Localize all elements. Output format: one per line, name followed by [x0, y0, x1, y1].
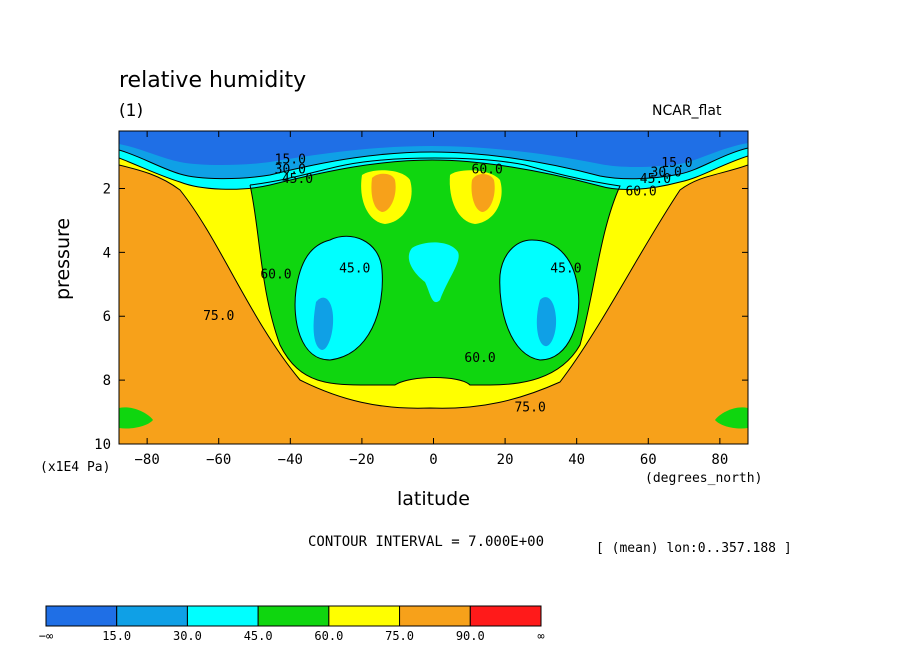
x-tick-label: 0 — [429, 452, 437, 468]
contour-line-60-strat — [119, 147, 748, 180]
colorbar-swatch — [116, 605, 188, 627]
contour-interval: CONTOUR INTERVAL = 7.000E+00 — [308, 534, 545, 550]
colorbar-label: 60.0 — [314, 629, 343, 643]
contour-label: 15.0 — [661, 156, 692, 171]
x-tick-label: 60 — [640, 452, 657, 468]
colorbar-label: 45.0 — [244, 629, 273, 643]
x-axis-label: latitude — [397, 488, 470, 510]
contour-label: 60.0 — [472, 162, 503, 177]
band-blue-island-left — [313, 297, 334, 350]
band-orange-island-left — [371, 173, 396, 212]
y-tick-label: 8 — [103, 373, 111, 389]
contour-line-30-strat — [119, 155, 748, 190]
colorbar-swatch — [186, 605, 259, 627]
contour-label: 15.0 — [275, 153, 306, 168]
x-tick-label: −80 — [134, 452, 159, 468]
x-tick-label: −20 — [349, 452, 374, 468]
colorbar-label: 30.0 — [173, 629, 202, 643]
contour-label: 45.0 — [640, 172, 671, 187]
band-cyan-center — [408, 242, 459, 303]
x-axis-units: (degrees_north) — [645, 471, 763, 486]
contour-label: 30.0 — [275, 162, 306, 177]
colorbar-label: 90.0 — [456, 629, 485, 643]
contour-lines — [119, 147, 748, 409]
colorbar-swatch — [328, 605, 401, 627]
y-tick-label: 2 — [103, 181, 111, 197]
contour-label: 30.0 — [651, 166, 682, 181]
band-green-se — [715, 407, 748, 429]
band-blue-top — [119, 131, 748, 167]
x-tick-label: −60 — [206, 452, 231, 468]
band-cyan-right — [499, 240, 579, 360]
x-tick-label: 20 — [497, 452, 514, 468]
band-green-sw — [119, 407, 153, 429]
contour-label: 75.0 — [203, 309, 234, 324]
x-tick-label: 80 — [711, 452, 728, 468]
contour-label: 60.0 — [464, 351, 495, 366]
contour-line-45-right — [499, 239, 580, 361]
contour-labels: 15.030.045.060.0 15.030.045.060.060.0 45.0… — [203, 153, 692, 416]
colorbar-swatch — [399, 605, 471, 627]
contour-label: 60.0 — [260, 268, 291, 283]
band-blue-island-right — [536, 297, 557, 347]
y-tick-label: 10 — [94, 437, 111, 453]
contour-label: 60.0 — [625, 185, 656, 200]
contour-line-60 — [249, 157, 621, 386]
x-tick-label: −40 — [278, 452, 303, 468]
axis-ticks: −80 −60 −40 −20 0 20 40 60 80 2 4 6 8 10 — [94, 131, 748, 468]
colorbar: −∞ 15.0 30.0 45.0 60.0 75.0 90.0 ∞ — [39, 605, 545, 643]
chart-units: (1) — [119, 101, 144, 121]
colorbar-label: 75.0 — [385, 629, 414, 643]
y-tick-label: 4 — [103, 245, 111, 261]
contour-label: 45.0 — [339, 261, 370, 276]
colorbar-label: −∞ — [39, 629, 53, 643]
colorbar-label: 15.0 — [102, 629, 131, 643]
contour-label: 45.0 — [282, 172, 313, 187]
contour-line-45-left — [294, 235, 383, 361]
filled-contours — [119, 131, 748, 444]
y-tick-label: 6 — [103, 309, 111, 325]
colorbar-swatch — [257, 605, 330, 627]
contour-label: 45.0 — [550, 261, 581, 276]
band-orange-island-right — [471, 174, 495, 212]
x-tick-label: 40 — [568, 452, 585, 468]
contour-line-75 — [119, 164, 748, 409]
colorbar-swatch — [469, 605, 542, 627]
chart-title: relative humidity — [119, 68, 307, 93]
colorbar-swatch — [45, 605, 118, 627]
contour-label: 75.0 — [514, 400, 545, 415]
mean-longitude-note: [ (mean) lon:0..357.188 ] — [596, 541, 792, 556]
colorbar-label: ∞ — [537, 629, 544, 643]
y-axis-units: (x1E4 Pa) — [40, 460, 111, 475]
colormap-name: NCAR_flat — [652, 103, 722, 119]
